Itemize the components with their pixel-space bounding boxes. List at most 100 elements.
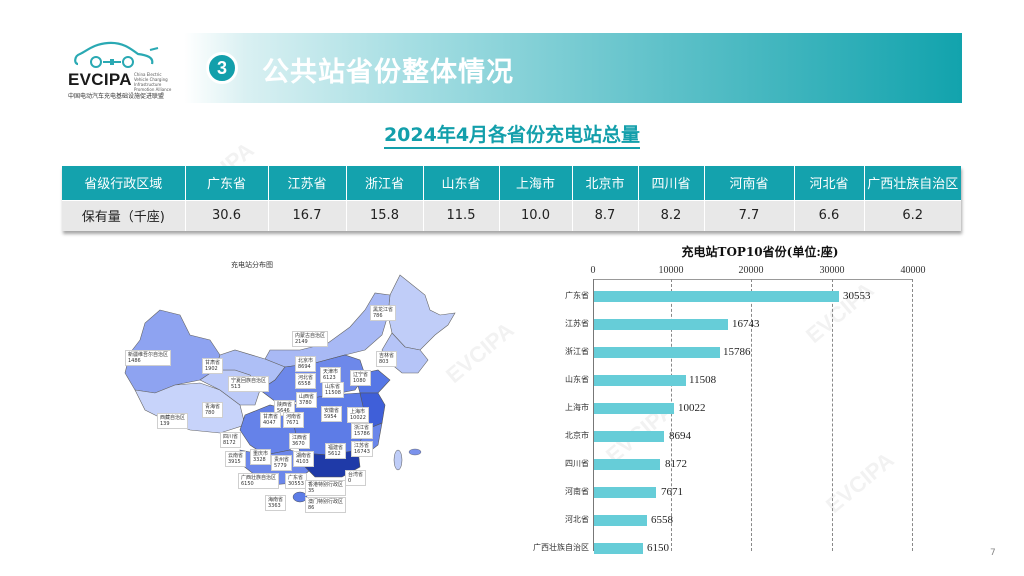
map-label: 台湾省 0 <box>345 470 367 486</box>
map-label: 四川省 8172 <box>220 432 242 448</box>
table-header-cell: 江苏省 <box>268 166 347 200</box>
table-cell: 6.6 <box>794 199 865 231</box>
y-label: 上海市 <box>565 403 589 412</box>
bar <box>594 375 686 386</box>
map-label: 河北省 6558 <box>295 373 317 389</box>
bar <box>594 431 664 442</box>
bar <box>594 347 720 358</box>
map-label: 青海省 780 <box>202 402 224 418</box>
bar <box>594 543 643 554</box>
map-label: 内蒙古自治区 2149 <box>292 331 329 347</box>
gridline <box>751 279 752 551</box>
map-label: 重庆市 3328 <box>250 449 272 465</box>
province-table: 省级行政区域 广东省 江苏省 浙江省 山东省 上海市 北京市 四川省 河南省 河… <box>62 166 961 231</box>
map-label: 宁夏回族自治区 513 <box>228 376 270 392</box>
map-label: 甘肃省 1902 <box>202 358 224 374</box>
table-header-cell: 河南省 <box>704 166 795 200</box>
x-tick-label: 30000 <box>819 265 845 276</box>
table-cell: 8.7 <box>572 199 639 231</box>
map-label: 上海市 10022 <box>347 407 369 423</box>
table-cell: 8.2 <box>638 199 705 231</box>
bar <box>594 403 674 414</box>
map-title: 充电站分布图 <box>231 261 273 269</box>
map-label: 江西省 3670 <box>289 433 311 449</box>
bar-value: 8694 <box>669 430 691 442</box>
y-label: 山东省 <box>565 375 589 384</box>
map-label: 贵州省 5779 <box>271 455 293 471</box>
table-header-cell: 四川省 <box>638 166 705 200</box>
x-tick-label: 10000 <box>658 265 684 276</box>
y-label: 广西壮族自治区 <box>533 543 589 552</box>
bar-value: 6558 <box>651 514 673 526</box>
section-number-badge: 3 <box>206 52 238 84</box>
gridline <box>671 279 672 551</box>
bar <box>594 459 660 470</box>
bar <box>594 487 656 498</box>
map-label: 辽宁省 1080 <box>350 370 372 386</box>
map-label: 澳门特别行政区 86 <box>305 497 347 513</box>
y-label: 江苏省 <box>565 319 589 328</box>
table-header-row: 省级行政区域 广东省 江苏省 浙江省 山东省 上海市 北京市 四川省 河南省 河… <box>62 166 961 200</box>
bar-value: 11508 <box>689 374 717 386</box>
map-label: 河南省 7671 <box>283 412 305 428</box>
top10-bar-chart: 充电站TOP10省份(单位:座) 0 10000 20000 30000 400… <box>533 238 945 558</box>
map-label: 云南省 3915 <box>225 451 247 467</box>
table-header-cell: 北京市 <box>572 166 639 200</box>
bar-value: 15786 <box>723 346 751 358</box>
section-banner: 3 公共站省份整体情况 <box>184 33 962 103</box>
table-header-cell: 广西壮族自治区 <box>864 166 961 200</box>
y-label: 河北省 <box>565 515 589 524</box>
bar <box>594 291 839 302</box>
bar-value: 30553 <box>843 290 871 302</box>
y-label: 北京市 <box>565 431 589 440</box>
table-row: 保有量（千座) 30.6 16.7 15.8 11.5 10.0 8.7 8.2… <box>62 199 961 231</box>
page-number: 7 <box>990 548 996 558</box>
map-label: 甘肃省 4047 <box>260 412 282 428</box>
table-cell: 11.5 <box>423 199 500 231</box>
x-tick-label: 40000 <box>900 265 926 276</box>
map-label: 山西省 3780 <box>296 392 318 408</box>
table-cell: 10.0 <box>499 199 573 231</box>
map-label: 黑龙江省 786 <box>370 305 397 321</box>
ev-car-icon <box>74 41 159 68</box>
map-label: 广东省 30553 <box>285 473 307 489</box>
page-subtitle: 2024年4月各省份充电站总量 <box>0 120 1024 149</box>
table-header-cell: 山东省 <box>423 166 500 200</box>
table-cell: 16.7 <box>268 199 347 231</box>
bar-value: 7671 <box>661 486 683 498</box>
subtitle-text: 2024年4月各省份充电站总量 <box>383 124 641 149</box>
table-header-cell: 河北省 <box>794 166 865 200</box>
section-title: 公共站省份整体情况 <box>262 57 514 88</box>
y-label: 河南省 <box>565 487 589 496</box>
table-header-cell: 浙江省 <box>346 166 424 200</box>
map-label: 西藏自治区 139 <box>157 413 189 429</box>
y-label: 浙江省 <box>565 347 589 356</box>
chart-title: 充电站TOP10省份(单位:座) <box>681 245 839 259</box>
brand-chinese-name: 中国电动汽车充电基础设施促进联盟 <box>68 93 165 100</box>
bar <box>594 319 728 330</box>
distribution-map: 充电站分布图 黑龙江省 786 吉林省 803 辽宁省 1080 内蒙古自治区 2149… <box>60 255 480 555</box>
table-cell: 7.7 <box>704 199 795 231</box>
table-header-cell: 广东省 <box>185 166 269 200</box>
bar-value: 8172 <box>665 458 687 470</box>
map-label: 湖南省 4103 <box>293 451 315 467</box>
brand-subtitle: China Electric Vehicle Charging Infrastr… <box>134 72 172 92</box>
map-label: 江苏省 16743 <box>351 441 373 457</box>
bar <box>594 515 647 526</box>
map-label: 北京市 8694 <box>295 356 317 372</box>
map-label: 浙江省 15786 <box>351 423 373 439</box>
evcipa-logo: EVCIPA China Electric Vehicle Charging I… <box>62 40 182 102</box>
row-label: 保有量（千座) <box>62 199 186 231</box>
bar-value: 10022 <box>678 402 706 414</box>
map-label: 海南省 3363 <box>265 495 287 511</box>
x-tick-label: 20000 <box>738 265 764 276</box>
map-label: 安徽省 5954 <box>321 406 343 422</box>
y-label: 广东省 <box>565 291 589 300</box>
table-cell: 15.8 <box>346 199 424 231</box>
header-label: 省级行政区域 <box>62 166 186 200</box>
bar-value: 16743 <box>732 318 760 330</box>
brand-name: EVCIPA <box>68 70 132 89</box>
bar-value: 6150 <box>647 542 669 554</box>
y-label: 四川省 <box>565 459 589 468</box>
